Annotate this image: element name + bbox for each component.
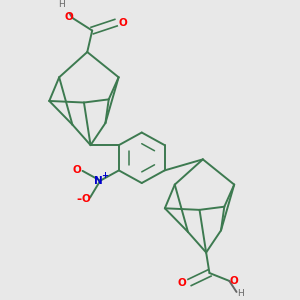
Text: +: + bbox=[101, 171, 108, 180]
Text: H: H bbox=[58, 0, 64, 9]
Text: H: H bbox=[237, 289, 244, 298]
Text: O: O bbox=[81, 194, 90, 204]
Text: -: - bbox=[76, 193, 82, 206]
Text: O: O bbox=[118, 18, 127, 28]
Text: O: O bbox=[64, 12, 73, 22]
Text: N: N bbox=[94, 176, 103, 186]
Text: O: O bbox=[230, 276, 238, 286]
Text: O: O bbox=[178, 278, 187, 288]
Text: O: O bbox=[72, 165, 81, 175]
